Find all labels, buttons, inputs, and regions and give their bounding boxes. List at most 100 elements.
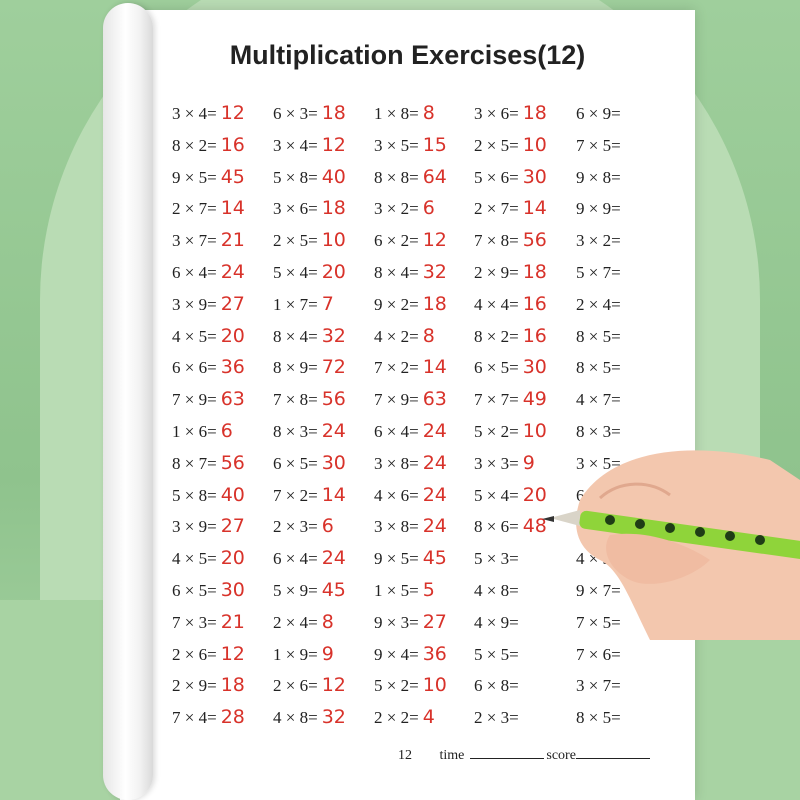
answer-text[interactable]: 14 bbox=[220, 197, 245, 220]
answer-text[interactable]: 16 bbox=[220, 133, 245, 156]
problem-text: 2 × 5= bbox=[474, 135, 519, 155]
problem-text: 9 × 8= bbox=[576, 167, 621, 187]
exercise-item: 8 × 9= 72 bbox=[273, 356, 346, 386]
answer-text[interactable]: 16 bbox=[522, 324, 547, 347]
answer-text[interactable]: 6 bbox=[321, 515, 334, 538]
answer-text[interactable]: 24 bbox=[422, 420, 447, 442]
answer-text[interactable]: 12 bbox=[220, 102, 245, 124]
answer-text[interactable]: 14 bbox=[522, 197, 547, 220]
exercise-item: 3 × 8= 24 bbox=[374, 515, 447, 545]
page-number: 12 bbox=[398, 748, 412, 763]
problem-text: 6 × 9= bbox=[576, 104, 621, 123]
answer-text[interactable]: 5 bbox=[422, 579, 435, 601]
answer-text[interactable]: 45 bbox=[220, 165, 245, 188]
problem-text: 9 × 5= bbox=[172, 167, 217, 187]
answer-text[interactable]: 28 bbox=[220, 706, 245, 729]
answer-text[interactable]: 9 bbox=[522, 451, 535, 474]
answer-text[interactable]: 27 bbox=[422, 610, 447, 633]
answer-text[interactable]: 20 bbox=[321, 261, 346, 283]
answer-text[interactable]: 64 bbox=[422, 165, 447, 188]
answer-text[interactable]: 12 bbox=[321, 674, 346, 697]
answer-text[interactable]: 21 bbox=[220, 610, 245, 633]
answer-text[interactable]: 45 bbox=[321, 579, 346, 601]
exercise-item: 4 × 8= bbox=[474, 579, 523, 609]
answer-text[interactable]: 12 bbox=[422, 229, 447, 252]
answer-text[interactable]: 18 bbox=[422, 292, 447, 315]
answer-text[interactable]: 6 bbox=[220, 420, 233, 442]
answer-text[interactable]: 10 bbox=[522, 420, 547, 442]
answer-text[interactable]: 56 bbox=[321, 388, 346, 411]
problem-text: 2 × 6= bbox=[273, 676, 318, 696]
answer-text[interactable]: 56 bbox=[522, 229, 547, 252]
exercise-item: 7 × 7= 49 bbox=[474, 388, 547, 418]
answer-text[interactable]: 36 bbox=[422, 642, 447, 665]
answer-text[interactable]: 20 bbox=[522, 483, 547, 506]
answer-text[interactable]: 48 bbox=[522, 515, 547, 538]
answer-text[interactable]: 20 bbox=[220, 324, 245, 347]
answer-text[interactable]: 7 bbox=[321, 292, 334, 315]
answer-text[interactable]: 12 bbox=[321, 133, 346, 156]
exercise-item: 3 × 3= 9 bbox=[474, 452, 535, 482]
answer-text[interactable]: 49 bbox=[522, 388, 547, 411]
problem-text: 8 × 3= bbox=[273, 422, 318, 441]
answer-text[interactable]: 36 bbox=[220, 356, 245, 379]
answer-text[interactable]: 14 bbox=[321, 483, 346, 506]
answer-text[interactable]: 63 bbox=[220, 388, 245, 411]
answer-text[interactable]: 30 bbox=[321, 451, 346, 474]
problem-text: 7 × 2= bbox=[273, 485, 318, 505]
answer-text[interactable]: 8 bbox=[422, 102, 435, 124]
answer-text[interactable]: 30 bbox=[220, 579, 245, 601]
answer-text[interactable]: 32 bbox=[321, 324, 346, 347]
exercise-item: 5 × 6= 30 bbox=[474, 166, 547, 196]
answer-text[interactable]: 27 bbox=[220, 292, 245, 315]
problem-text: 3 × 5= bbox=[374, 135, 419, 155]
answer-text[interactable]: 27 bbox=[220, 515, 245, 538]
answer-text[interactable]: 6 bbox=[422, 197, 435, 220]
answer-text[interactable]: 24 bbox=[422, 515, 447, 538]
answer-text[interactable]: 63 bbox=[422, 388, 447, 411]
answer-text[interactable]: 8 bbox=[321, 610, 334, 633]
answer-text[interactable]: 24 bbox=[422, 451, 447, 474]
answer-text[interactable]: 24 bbox=[321, 547, 346, 570]
answer-text[interactable]: 24 bbox=[220, 261, 245, 283]
answer-text[interactable]: 15 bbox=[422, 133, 447, 156]
answer-text[interactable]: 24 bbox=[321, 420, 346, 442]
answer-text[interactable]: 40 bbox=[321, 165, 346, 188]
problem-text: 8 × 4= bbox=[374, 263, 419, 282]
time-blank[interactable] bbox=[470, 758, 545, 759]
answer-text[interactable]: 18 bbox=[522, 261, 547, 283]
answer-text[interactable]: 18 bbox=[220, 674, 245, 697]
answer-text[interactable]: 14 bbox=[422, 356, 447, 379]
answer-text[interactable]: 45 bbox=[422, 547, 447, 570]
answer-text[interactable]: 40 bbox=[220, 483, 245, 506]
problem-text: 4 × 8= bbox=[474, 581, 519, 600]
answer-text[interactable]: 30 bbox=[522, 165, 547, 188]
answer-text[interactable]: 24 bbox=[422, 483, 447, 506]
answer-text[interactable]: 10 bbox=[522, 133, 547, 156]
problem-text: 9 × 9= bbox=[576, 199, 621, 219]
answer-text[interactable]: 72 bbox=[321, 356, 346, 379]
problem-text: 4 × 9= bbox=[474, 612, 519, 632]
problem-text: 7 × 8= bbox=[273, 390, 318, 410]
problem-text: 3 × 5= bbox=[576, 453, 621, 473]
answer-text[interactable]: 8 bbox=[422, 324, 435, 347]
answer-text[interactable]: 10 bbox=[321, 229, 346, 252]
answer-text[interactable]: 30 bbox=[522, 356, 547, 379]
answer-text[interactable]: 9 bbox=[321, 642, 334, 665]
answer-text[interactable]: 18 bbox=[522, 102, 547, 124]
answer-text[interactable]: 4 bbox=[422, 706, 435, 729]
exercise-item: 8 × 7= 56 bbox=[172, 452, 245, 482]
answer-text[interactable]: 56 bbox=[220, 451, 245, 474]
answer-text[interactable]: 20 bbox=[220, 547, 245, 570]
problem-text: 7 × 8= bbox=[474, 231, 519, 251]
answer-text[interactable]: 32 bbox=[422, 261, 447, 283]
answer-text[interactable]: 18 bbox=[321, 102, 346, 124]
problem-text: 4 × 8= bbox=[273, 708, 318, 728]
answer-text[interactable]: 21 bbox=[220, 229, 245, 252]
answer-text[interactable]: 32 bbox=[321, 706, 346, 729]
answer-text[interactable]: 18 bbox=[321, 197, 346, 220]
answer-text[interactable]: 16 bbox=[522, 292, 547, 315]
answer-text[interactable]: 10 bbox=[422, 674, 447, 697]
answer-text[interactable]: 12 bbox=[220, 642, 245, 665]
score-blank[interactable] bbox=[575, 758, 650, 759]
